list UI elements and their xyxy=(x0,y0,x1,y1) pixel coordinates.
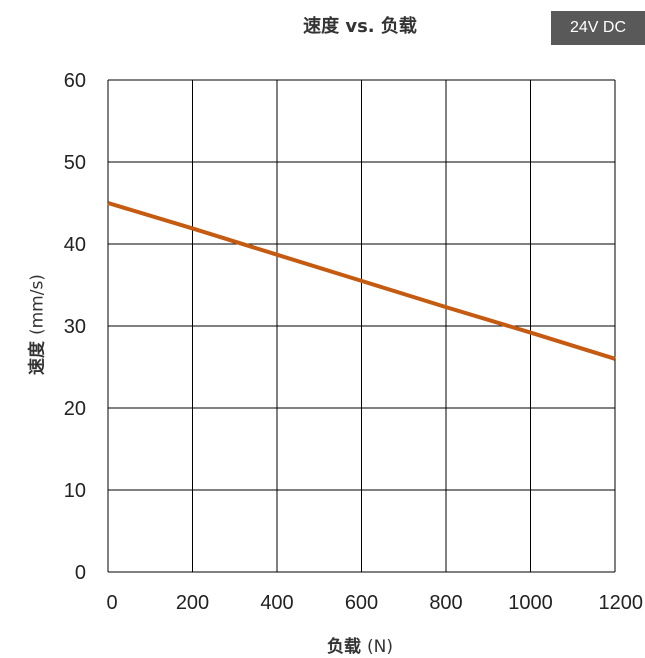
x-tick-label: 0 xyxy=(106,592,117,614)
voltage-badge: 24V DC xyxy=(551,11,645,45)
y-tick-label: 0 xyxy=(75,562,86,584)
y-tick-label: 60 xyxy=(64,70,86,92)
x-axis-label: 负载 (N) xyxy=(260,632,460,657)
x-tick-label: 400 xyxy=(260,592,293,614)
x-tick-label: 800 xyxy=(429,592,462,614)
grid xyxy=(107,79,616,573)
y-tick-label: 20 xyxy=(64,398,86,420)
x-tick-label: 200 xyxy=(176,592,209,614)
x-axis-label-unit: (N) xyxy=(366,637,393,657)
series xyxy=(107,201,616,361)
x-tick-label: 1000 xyxy=(508,592,553,614)
y-tick-label: 50 xyxy=(64,152,86,174)
series-line xyxy=(107,201,616,361)
chart-title: 速度 vs. 负载 xyxy=(303,16,417,37)
x-axis-label-text: 负载 xyxy=(327,637,362,657)
y-tick-label: 30 xyxy=(64,316,86,338)
x-tick-label: 600 xyxy=(345,592,378,614)
y-tick-label: 40 xyxy=(64,234,86,256)
x-tick-label: 1200 xyxy=(599,592,644,614)
y-tick-label: 10 xyxy=(64,480,86,502)
